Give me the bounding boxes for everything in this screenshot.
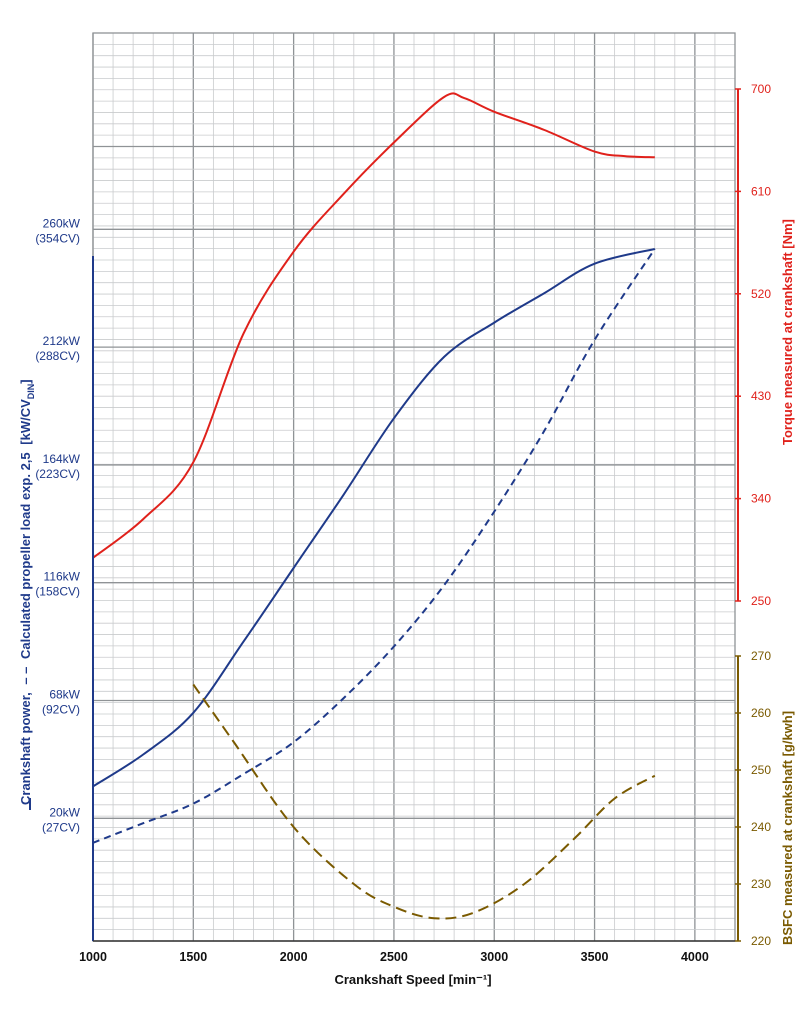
x-tick-label: 3000 [480, 950, 508, 964]
bsfc-tick-label: 250 [751, 763, 771, 777]
x-tick-label: 1500 [179, 950, 207, 964]
x-tick-label: 2500 [380, 950, 408, 964]
bsfc-axis-title: BSFC measured at crankshaft [g/kwh] [780, 711, 795, 945]
x-axis-title: Crankshaft Speed [min⁻¹] [334, 972, 491, 987]
torque-tick-label: 430 [751, 389, 771, 403]
chart-grid [92, 32, 736, 942]
torque-axis-title: Torque measured at crankshaft [Nm] [780, 219, 795, 445]
bsfc-tick-label: 230 [751, 877, 771, 891]
bsfc-tick-label: 220 [751, 934, 771, 948]
power-tick-cv: (92CV) [42, 703, 80, 717]
bsfc-tick-label: 270 [751, 649, 771, 663]
torque-tick-label: 520 [751, 287, 771, 301]
chart-axes: 1000 1500 2000 2500 3000 3500 4000 20kW(27CV) 68… [35, 82, 771, 964]
power-axis-title: Crankshaft power, – – Calculated propell… [18, 379, 36, 805]
power-tick-kw: 68kW [49, 688, 80, 702]
power-tick-kw: 164kW [43, 452, 81, 466]
crankshaft-power-line [92, 248, 656, 788]
bsfc-tick-label: 260 [751, 706, 771, 720]
x-tick-label: 3500 [581, 950, 609, 964]
power-tick-cv: (27CV) [42, 820, 80, 834]
power-tick-cv: (288CV) [35, 349, 80, 363]
x-tick-label: 2000 [280, 950, 308, 964]
power-tick-kw: 260kW [43, 216, 81, 230]
torque-tick-label: 250 [751, 594, 771, 608]
torque-tick-label: 610 [751, 184, 771, 198]
chart-series [92, 92, 656, 920]
power-tick-cv: (158CV) [35, 585, 80, 599]
power-tick-cv: (223CV) [35, 467, 80, 481]
power-tick-kw: 116kW [44, 570, 81, 584]
torque-tick-label: 340 [751, 492, 771, 506]
power-tick-kw: 212kW [43, 334, 81, 348]
power-tick-cv: (354CV) [35, 231, 80, 245]
power-tick-kw: 20kW [49, 805, 80, 819]
x-tick-label: 1000 [79, 950, 107, 964]
x-tick-label: 4000 [681, 950, 709, 964]
torque-tick-label: 700 [751, 82, 771, 96]
propeller-load-line [92, 248, 656, 844]
bsfc-tick-label: 240 [751, 820, 771, 834]
bsfc-line [192, 683, 656, 920]
torque-line [92, 92, 655, 559]
